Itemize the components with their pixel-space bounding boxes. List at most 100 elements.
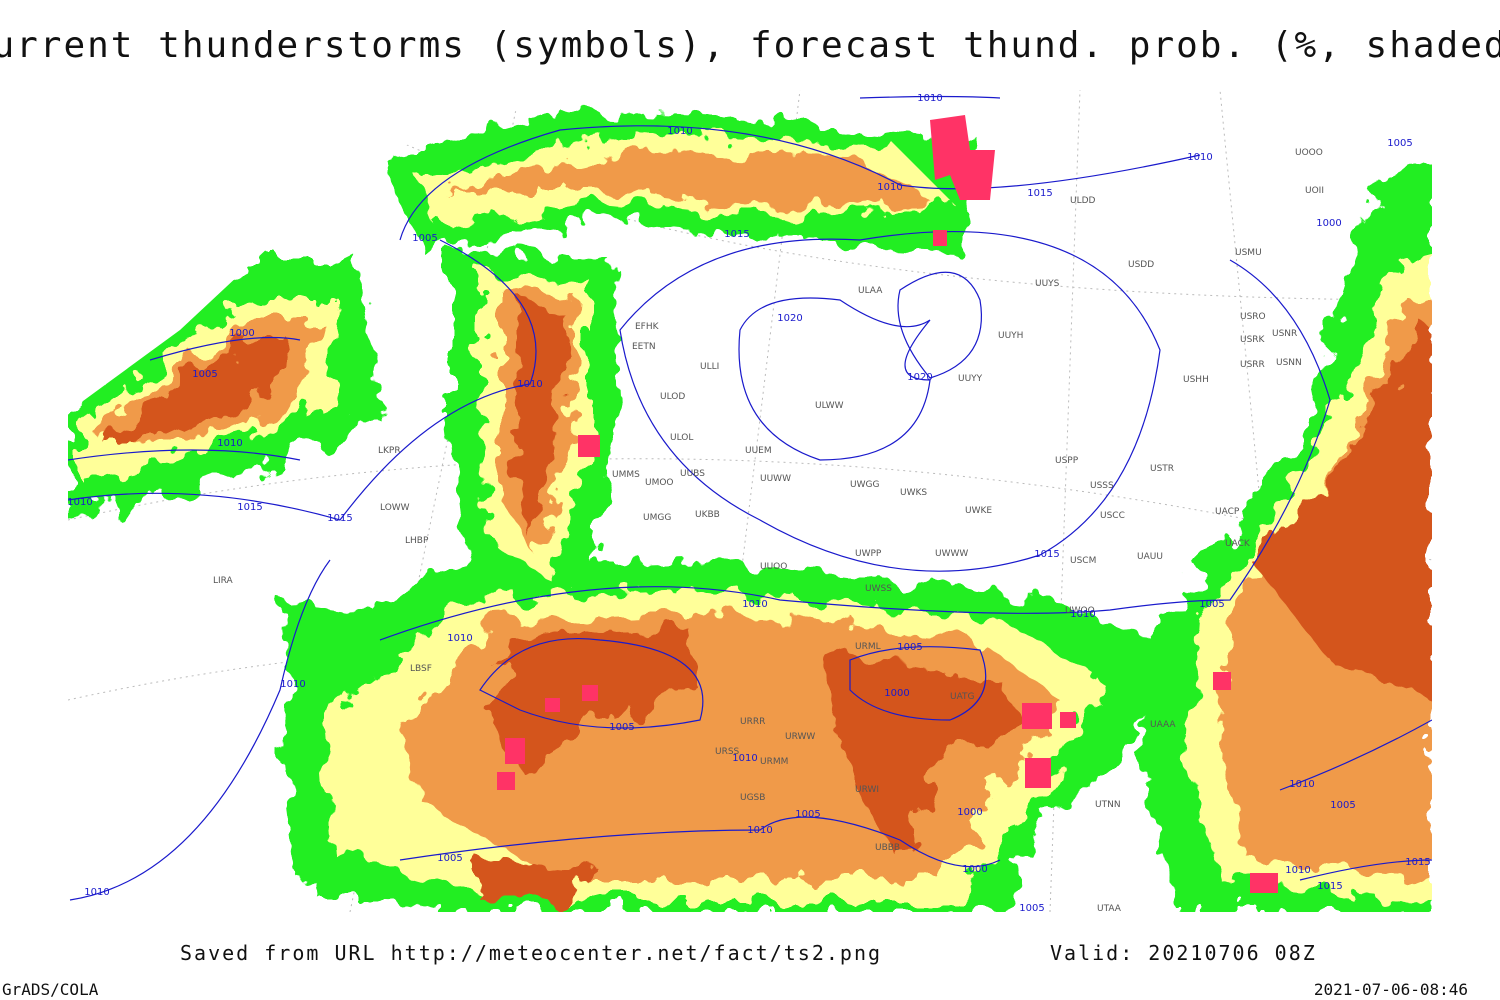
isobar-label: 1010: [1187, 152, 1212, 163]
station-code: URMM: [760, 757, 788, 767]
station-code: USRO: [1240, 312, 1266, 322]
isobar-label: 1005: [795, 809, 820, 820]
isobar-label: 1015: [724, 229, 749, 240]
station-code: UWWW: [935, 549, 968, 559]
isobar-label: 1010: [747, 825, 772, 836]
station-code: UTAA: [1097, 904, 1122, 914]
isobar-label: 1005: [1019, 903, 1044, 914]
isobar-label: 1005: [1387, 138, 1412, 149]
station-code: UACK: [1225, 539, 1251, 549]
station-code: ULOL: [670, 433, 693, 443]
station-code: UGSB: [740, 793, 765, 803]
isobar-label: 1000: [229, 328, 254, 339]
station-code: EETN: [632, 342, 656, 352]
station-code: UUBS: [680, 469, 705, 479]
isobar-label: 1000: [957, 807, 982, 818]
station-code: URSS: [715, 747, 740, 757]
station-code: ULAA: [858, 286, 883, 296]
station-code: UOII: [1305, 186, 1324, 196]
station-code: UKBB: [695, 510, 720, 520]
isobar-label: 1005: [412, 233, 437, 244]
isobar-label: 1005: [192, 369, 217, 380]
station-code: UUYS: [1035, 279, 1060, 289]
station-labels: ULAA UUYS UUYH UUYY ULWW UUEM ULOL ULOD EFHK EETN…: [213, 148, 1324, 914]
isobar-label: 1005: [437, 853, 462, 864]
isobar-label: 1005: [1199, 599, 1224, 610]
isobar-label: 1000: [1316, 218, 1341, 229]
station-code: UMMS: [612, 470, 640, 480]
station-code: UMGG: [643, 513, 671, 523]
station-code: UWPP: [855, 549, 882, 559]
isobar-label: 1010: [917, 93, 942, 104]
station-code: URML: [855, 642, 881, 652]
isobars: [68, 95, 1432, 901]
isobar-labels: 1010 1010 1010 1010 1015 1015 1005 1000 1005 1010…: [67, 93, 1430, 914]
isobar-label: 1010: [732, 753, 757, 764]
station-code: UATG: [950, 692, 975, 702]
station-code: USRK: [1240, 335, 1266, 345]
isobar-label: 1000: [884, 688, 909, 699]
isobar-label: 1010: [1289, 779, 1314, 790]
station-code: URWI: [855, 785, 879, 795]
isobar-label: 1015: [237, 502, 262, 513]
source-url: Saved from URL http://meteocenter.net/fa…: [180, 941, 882, 965]
station-code: UTNN: [1095, 800, 1121, 810]
station-code: ULWW: [815, 401, 844, 411]
station-code: UWOO: [1065, 606, 1095, 616]
station-code: LKPR: [378, 446, 401, 456]
station-code: USNN: [1276, 358, 1302, 368]
station-code: USHH: [1183, 375, 1209, 385]
isobar-label: 1010: [67, 497, 92, 508]
isobar-label: 1010: [217, 438, 242, 449]
valid-time: Valid: 20210706 08Z: [1050, 941, 1317, 965]
station-code: UUWW: [760, 474, 791, 484]
station-code: UUOO: [760, 562, 787, 572]
thunderstorm-symbols: [497, 115, 1278, 893]
station-code: USCC: [1100, 511, 1125, 521]
station-code: UBBB: [875, 843, 900, 853]
isobar-label: 1010: [84, 887, 109, 898]
station-code: UACP: [1215, 507, 1240, 517]
station-code: USRR: [1240, 360, 1265, 370]
isobar-label: 1010: [280, 679, 305, 690]
station-code: UUYH: [998, 331, 1023, 341]
isobar-label: 1015: [327, 513, 352, 524]
station-code: USTR: [1150, 464, 1174, 474]
isobar-label: 1015: [1405, 857, 1430, 868]
station-code: UWGG: [850, 480, 879, 490]
isobar-label: 1015: [1034, 549, 1059, 560]
isobar-label: 1010: [877, 182, 902, 193]
title: Current thunderstorms (symbols), forecas…: [0, 25, 1500, 66]
isobar-label: 1010: [1285, 865, 1310, 876]
isobar-label: 1010: [742, 599, 767, 610]
station-code: ULDD: [1070, 196, 1096, 206]
station-code: LHBP: [405, 536, 429, 546]
station-code: UUYY: [958, 374, 983, 384]
station-code: LBSF: [410, 664, 432, 674]
isobar-label: 1010: [517, 379, 542, 390]
station-code: USDD: [1128, 260, 1154, 270]
station-code: EFHK: [635, 322, 660, 332]
software: GrADS/COLA: [2, 980, 99, 999]
isobar-label: 1005: [609, 722, 634, 733]
station-code: UWSS: [865, 584, 892, 594]
station-code: USCM: [1070, 556, 1096, 566]
station-code: USPP: [1055, 456, 1079, 466]
map-area: [68, 90, 1432, 912]
isobar-label: 1015: [1027, 188, 1052, 199]
isobar-label: 1005: [897, 642, 922, 653]
station-code: USSS: [1090, 481, 1114, 491]
station-code: UWKE: [965, 506, 992, 516]
station-code: UOOO: [1295, 148, 1323, 158]
station-code: URWW: [785, 732, 815, 742]
station-code: UAAA: [1150, 720, 1176, 730]
station-code: ULOD: [660, 392, 685, 402]
isobar-label: 1005: [1330, 800, 1355, 811]
station-code: UUEM: [745, 446, 772, 456]
isobar-label: 1015: [1317, 881, 1342, 892]
isobar-label: 1000: [962, 864, 987, 875]
isobar-label: 1010: [667, 126, 692, 137]
isobar-label: 1020: [777, 313, 802, 324]
station-code: USMU: [1235, 248, 1262, 258]
